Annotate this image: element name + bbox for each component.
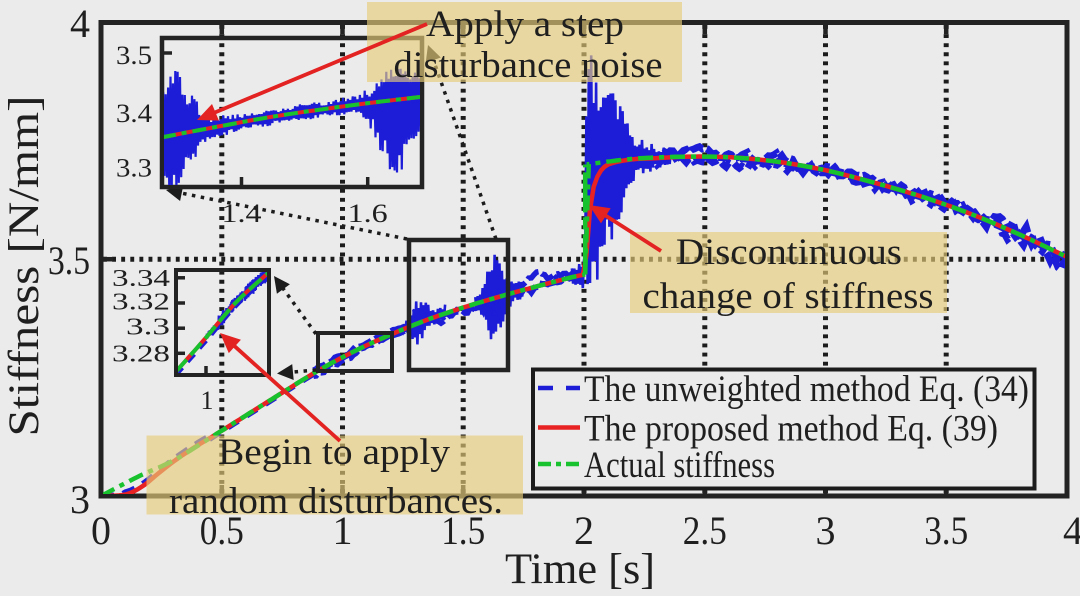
svg-text:Begin to apply: Begin to apply — [218, 432, 451, 473]
svg-text:1: 1 — [333, 508, 353, 553]
svg-text:1.6: 1.6 — [348, 199, 388, 228]
svg-text:3.3: 3.3 — [126, 315, 170, 341]
svg-text:4: 4 — [1063, 508, 1080, 553]
svg-text:2.5: 2.5 — [683, 508, 727, 553]
svg-text:Actual stiffness: Actual stiffness — [584, 445, 775, 486]
svg-text:disturbance noise: disturbance noise — [394, 45, 663, 86]
svg-text:1.5: 1.5 — [441, 508, 485, 553]
svg-text:4: 4 — [70, 1, 90, 46]
svg-text:0: 0 — [91, 508, 111, 553]
svg-text:Stiffness [N/mm]: Stiffness [N/mm] — [1, 96, 48, 437]
svg-text:random disturbances.: random disturbances. — [169, 481, 503, 522]
svg-text:3.4: 3.4 — [116, 99, 152, 128]
svg-text:3.32: 3.32 — [112, 290, 170, 316]
svg-text:3.3: 3.3 — [116, 154, 152, 183]
svg-text:The unweighted method Eq. (34): The unweighted method Eq. (34) — [584, 369, 1029, 410]
svg-text:1: 1 — [201, 386, 214, 415]
svg-text:The proposed method Eq. (39): The proposed method Eq. (39) — [584, 409, 998, 450]
svg-text:3: 3 — [70, 477, 90, 522]
svg-text:2: 2 — [574, 508, 594, 553]
svg-text:Apply a step: Apply a step — [426, 4, 624, 45]
svg-text:3.5: 3.5 — [924, 508, 968, 553]
svg-text:3.5: 3.5 — [116, 41, 152, 70]
svg-text:Time [s]: Time [s] — [505, 546, 655, 593]
svg-text:Discontinuous: Discontinuous — [676, 232, 902, 273]
svg-text:1.4: 1.4 — [222, 199, 262, 228]
svg-text:3.5: 3.5 — [48, 238, 90, 283]
svg-text:change of stiffness: change of stiffness — [643, 276, 934, 317]
svg-text:3: 3 — [816, 508, 836, 553]
svg-text:3.28: 3.28 — [112, 341, 170, 367]
svg-text:0.5: 0.5 — [200, 508, 244, 553]
svg-text:3.34: 3.34 — [112, 266, 170, 292]
